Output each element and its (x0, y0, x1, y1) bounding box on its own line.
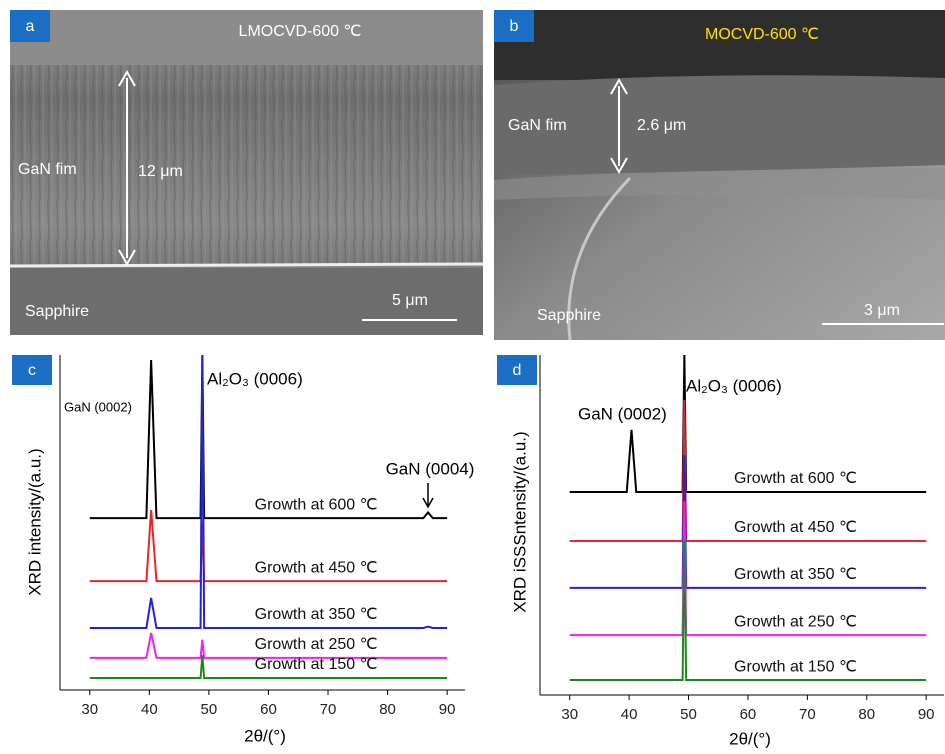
panel-label: c (28, 362, 36, 379)
film-label: GaN fim (18, 161, 77, 178)
scale-bar-label: 5 μm (392, 292, 428, 309)
annotation-arrow (422, 483, 434, 509)
sem-background (494, 10, 945, 80)
series-label: Growth at 450 ℃ (734, 519, 857, 536)
sem-film (494, 75, 945, 175)
x-tick-label: 70 (799, 706, 816, 723)
scale-bar-label: 3 μm (864, 302, 900, 319)
film-label: GaN fim (508, 117, 567, 134)
x-tick-label: 90 (439, 701, 456, 718)
series-label: Growth at 600 ℃ (734, 470, 857, 487)
x-tick-label: 80 (379, 701, 396, 718)
sem-panel-b: b MOCVD-600 ℃ GaN fim 2.6 μm Sapphire 3 … (494, 10, 945, 341)
x-tick-label: 60 (260, 701, 277, 718)
thickness-label: 12 μm (138, 163, 183, 180)
panel-label-box (494, 10, 534, 42)
x-tick-label: 50 (201, 701, 218, 718)
x-tick-label: 40 (141, 701, 158, 718)
sem-panel-a: a LMOCVD-600 ℃ GaN fim 12 μm Sapphire 5 … (9, 10, 484, 335)
series-line (89, 510, 448, 583)
series-label: Growth at 450 ℃ (255, 559, 378, 576)
series-label: Growth at 350 ℃ (255, 606, 378, 623)
sem-title: LMOCVD-600 ℃ (239, 23, 362, 40)
y-axis-label: XRD intensity/(a.u.) (25, 448, 44, 595)
series-line (89, 632, 448, 659)
panel-label: a (26, 18, 35, 35)
substrate-label: Sapphire (25, 303, 89, 320)
series-label: Growth at 250 ℃ (255, 636, 378, 653)
sem-interface (494, 168, 945, 200)
annotation: GaN (0004) (386, 459, 475, 478)
annotation: GaN (0002) (578, 404, 667, 423)
x-tick-label: 80 (858, 706, 875, 723)
sem-texture (10, 65, 483, 265)
panel-label-box (10, 10, 50, 42)
x-axis-label: 2θ/(°) (244, 726, 286, 745)
panel-label-box (12, 355, 52, 385)
series-label: Growth at 250 ℃ (734, 613, 857, 630)
annotation: Al₂O₃ (0006) (207, 369, 303, 388)
interface (9, 262, 484, 268)
panel-label-box (497, 355, 537, 385)
series-label: Growth at 150 ℃ (255, 656, 378, 673)
x-tick-label: 60 (740, 706, 757, 723)
series-label: Growth at 350 ℃ (734, 566, 857, 583)
sem-region (10, 10, 483, 65)
sem-title: MOCVD-600 ℃ (705, 26, 819, 43)
series-label: Growth at 600 ℃ (255, 496, 378, 513)
arrow-heads (118, 69, 136, 267)
series-line (89, 354, 448, 630)
arrow-heads (610, 77, 628, 175)
y-axis-label: XRD iSSSntensity/(a.u.) (510, 431, 529, 612)
panel-label: b (510, 18, 519, 35)
x-tick-label: 30 (561, 706, 578, 723)
x-tick-label: 30 (81, 701, 98, 718)
sem-feature (567, 176, 632, 341)
sem-substrate (10, 268, 483, 335)
panel-label: d (513, 362, 522, 379)
series-line (569, 539, 927, 682)
annotation: GaN (0002) (64, 399, 132, 414)
series-label: Growth at 150 ℃ (734, 658, 857, 675)
x-tick-label: 40 (621, 706, 638, 723)
annotation: Al₂O₃ (0006) (686, 376, 782, 395)
x-tick-label: 50 (680, 706, 697, 723)
series-line (89, 655, 448, 679)
x-tick-label: 70 (320, 701, 337, 718)
thickness-label: 2.6 μm (637, 117, 686, 134)
x-tick-label: 90 (918, 706, 935, 723)
x-axis-label: 2θ/(°) (729, 729, 771, 748)
substrate-label: Sapphire (537, 307, 601, 324)
